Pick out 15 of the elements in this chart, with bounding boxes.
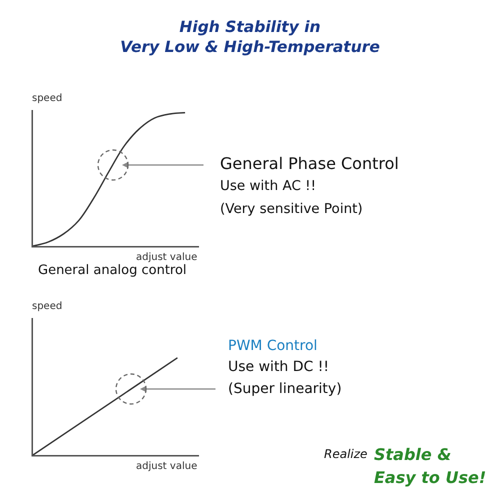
text: General analog control bbox=[38, 263, 187, 278]
text: PWM Control bbox=[228, 338, 318, 354]
x-axis-title: adjust value bbox=[136, 461, 198, 472]
text: (Super linearity) bbox=[228, 381, 342, 397]
text: General Phase Control bbox=[220, 154, 399, 173]
text: High Stability in Very Low & High-Temperature bbox=[120, 18, 380, 56]
y-axis-title: speed bbox=[32, 301, 62, 312]
x-axis-title: adjust value bbox=[136, 252, 198, 263]
text: Easy to Use! bbox=[374, 468, 486, 487]
text: Use with DC !! bbox=[228, 359, 329, 375]
text: (Very sensitive Point) bbox=[220, 201, 363, 217]
text: Realize bbox=[324, 447, 368, 461]
text: Use with AC !! bbox=[220, 178, 316, 194]
y-axis-title: speed bbox=[32, 93, 62, 104]
text: Stable & bbox=[374, 445, 452, 464]
